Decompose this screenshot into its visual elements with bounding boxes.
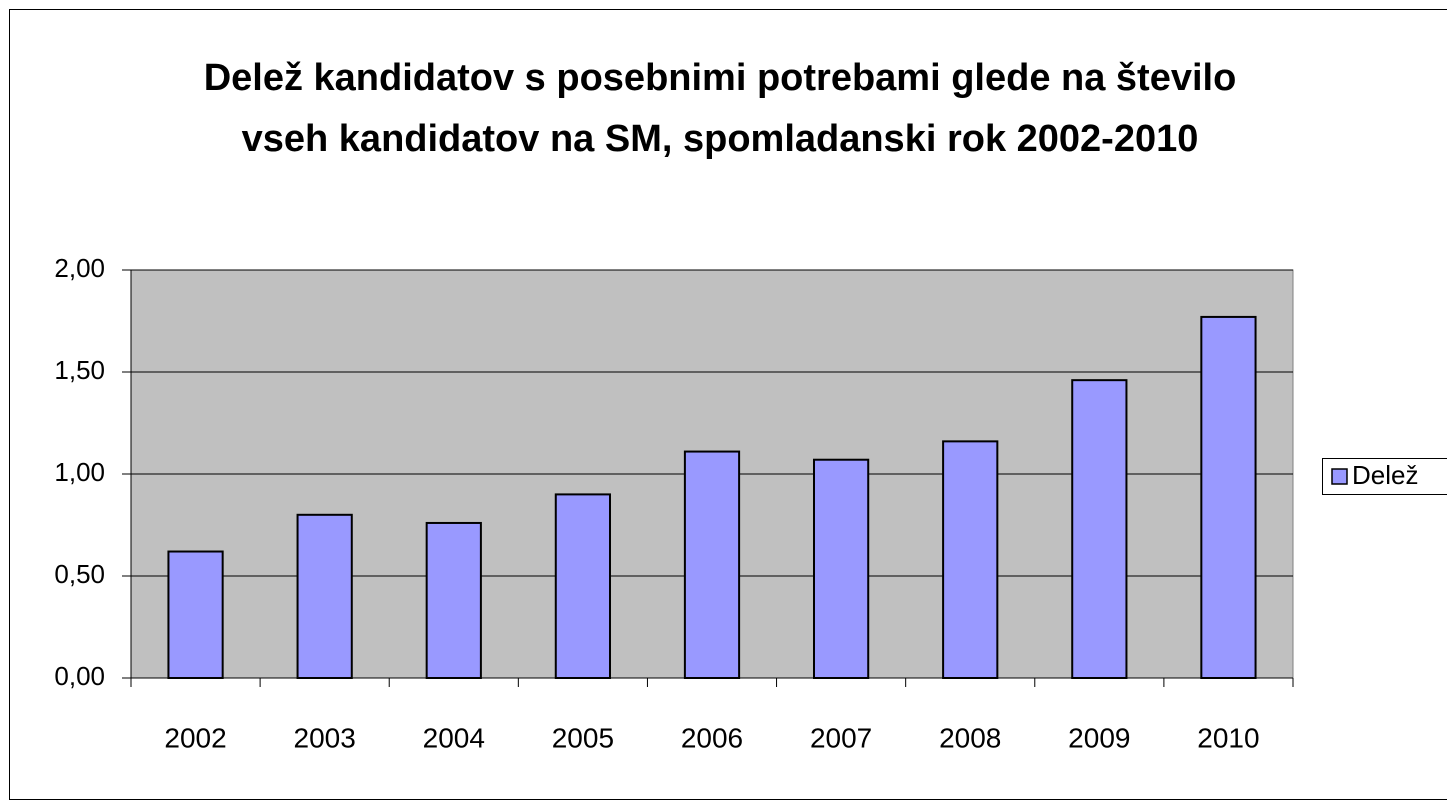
legend-label: Delež [1352, 460, 1418, 490]
y-tick-label: 2,00 [54, 253, 105, 283]
bar [942, 440, 999, 679]
x-tick-label: 2010 [1197, 722, 1259, 753]
x-tick-label: 2007 [810, 722, 872, 753]
x-tick-label: 2009 [1068, 722, 1130, 753]
x-tick-label: 2005 [552, 722, 614, 753]
x-tick-label: 2006 [681, 722, 743, 753]
x-tick-label: 2004 [423, 722, 485, 753]
bar [167, 550, 224, 680]
legend-swatch [1331, 468, 1348, 485]
bar [554, 493, 612, 679]
y-tick-label: 1,50 [54, 355, 105, 385]
bar [296, 513, 353, 679]
bar [425, 521, 482, 680]
y-tick-label: 1,00 [54, 457, 105, 487]
y-tick-label: 0,00 [54, 661, 105, 691]
bar [683, 450, 741, 679]
bar [1071, 379, 1128, 679]
x-tick-label: 2008 [939, 722, 1001, 753]
y-tick-label: 0,50 [54, 559, 105, 589]
chart-title: Delež kandidatov s posebnimi potrebami g… [204, 57, 1237, 99]
bar [1200, 315, 1257, 679]
bar [812, 458, 870, 679]
x-tick-label: 2003 [294, 722, 356, 753]
x-tick-label: 2002 [164, 722, 226, 753]
chart-title: vseh kandidatov na SM, spomladanski rok … [242, 118, 1199, 160]
